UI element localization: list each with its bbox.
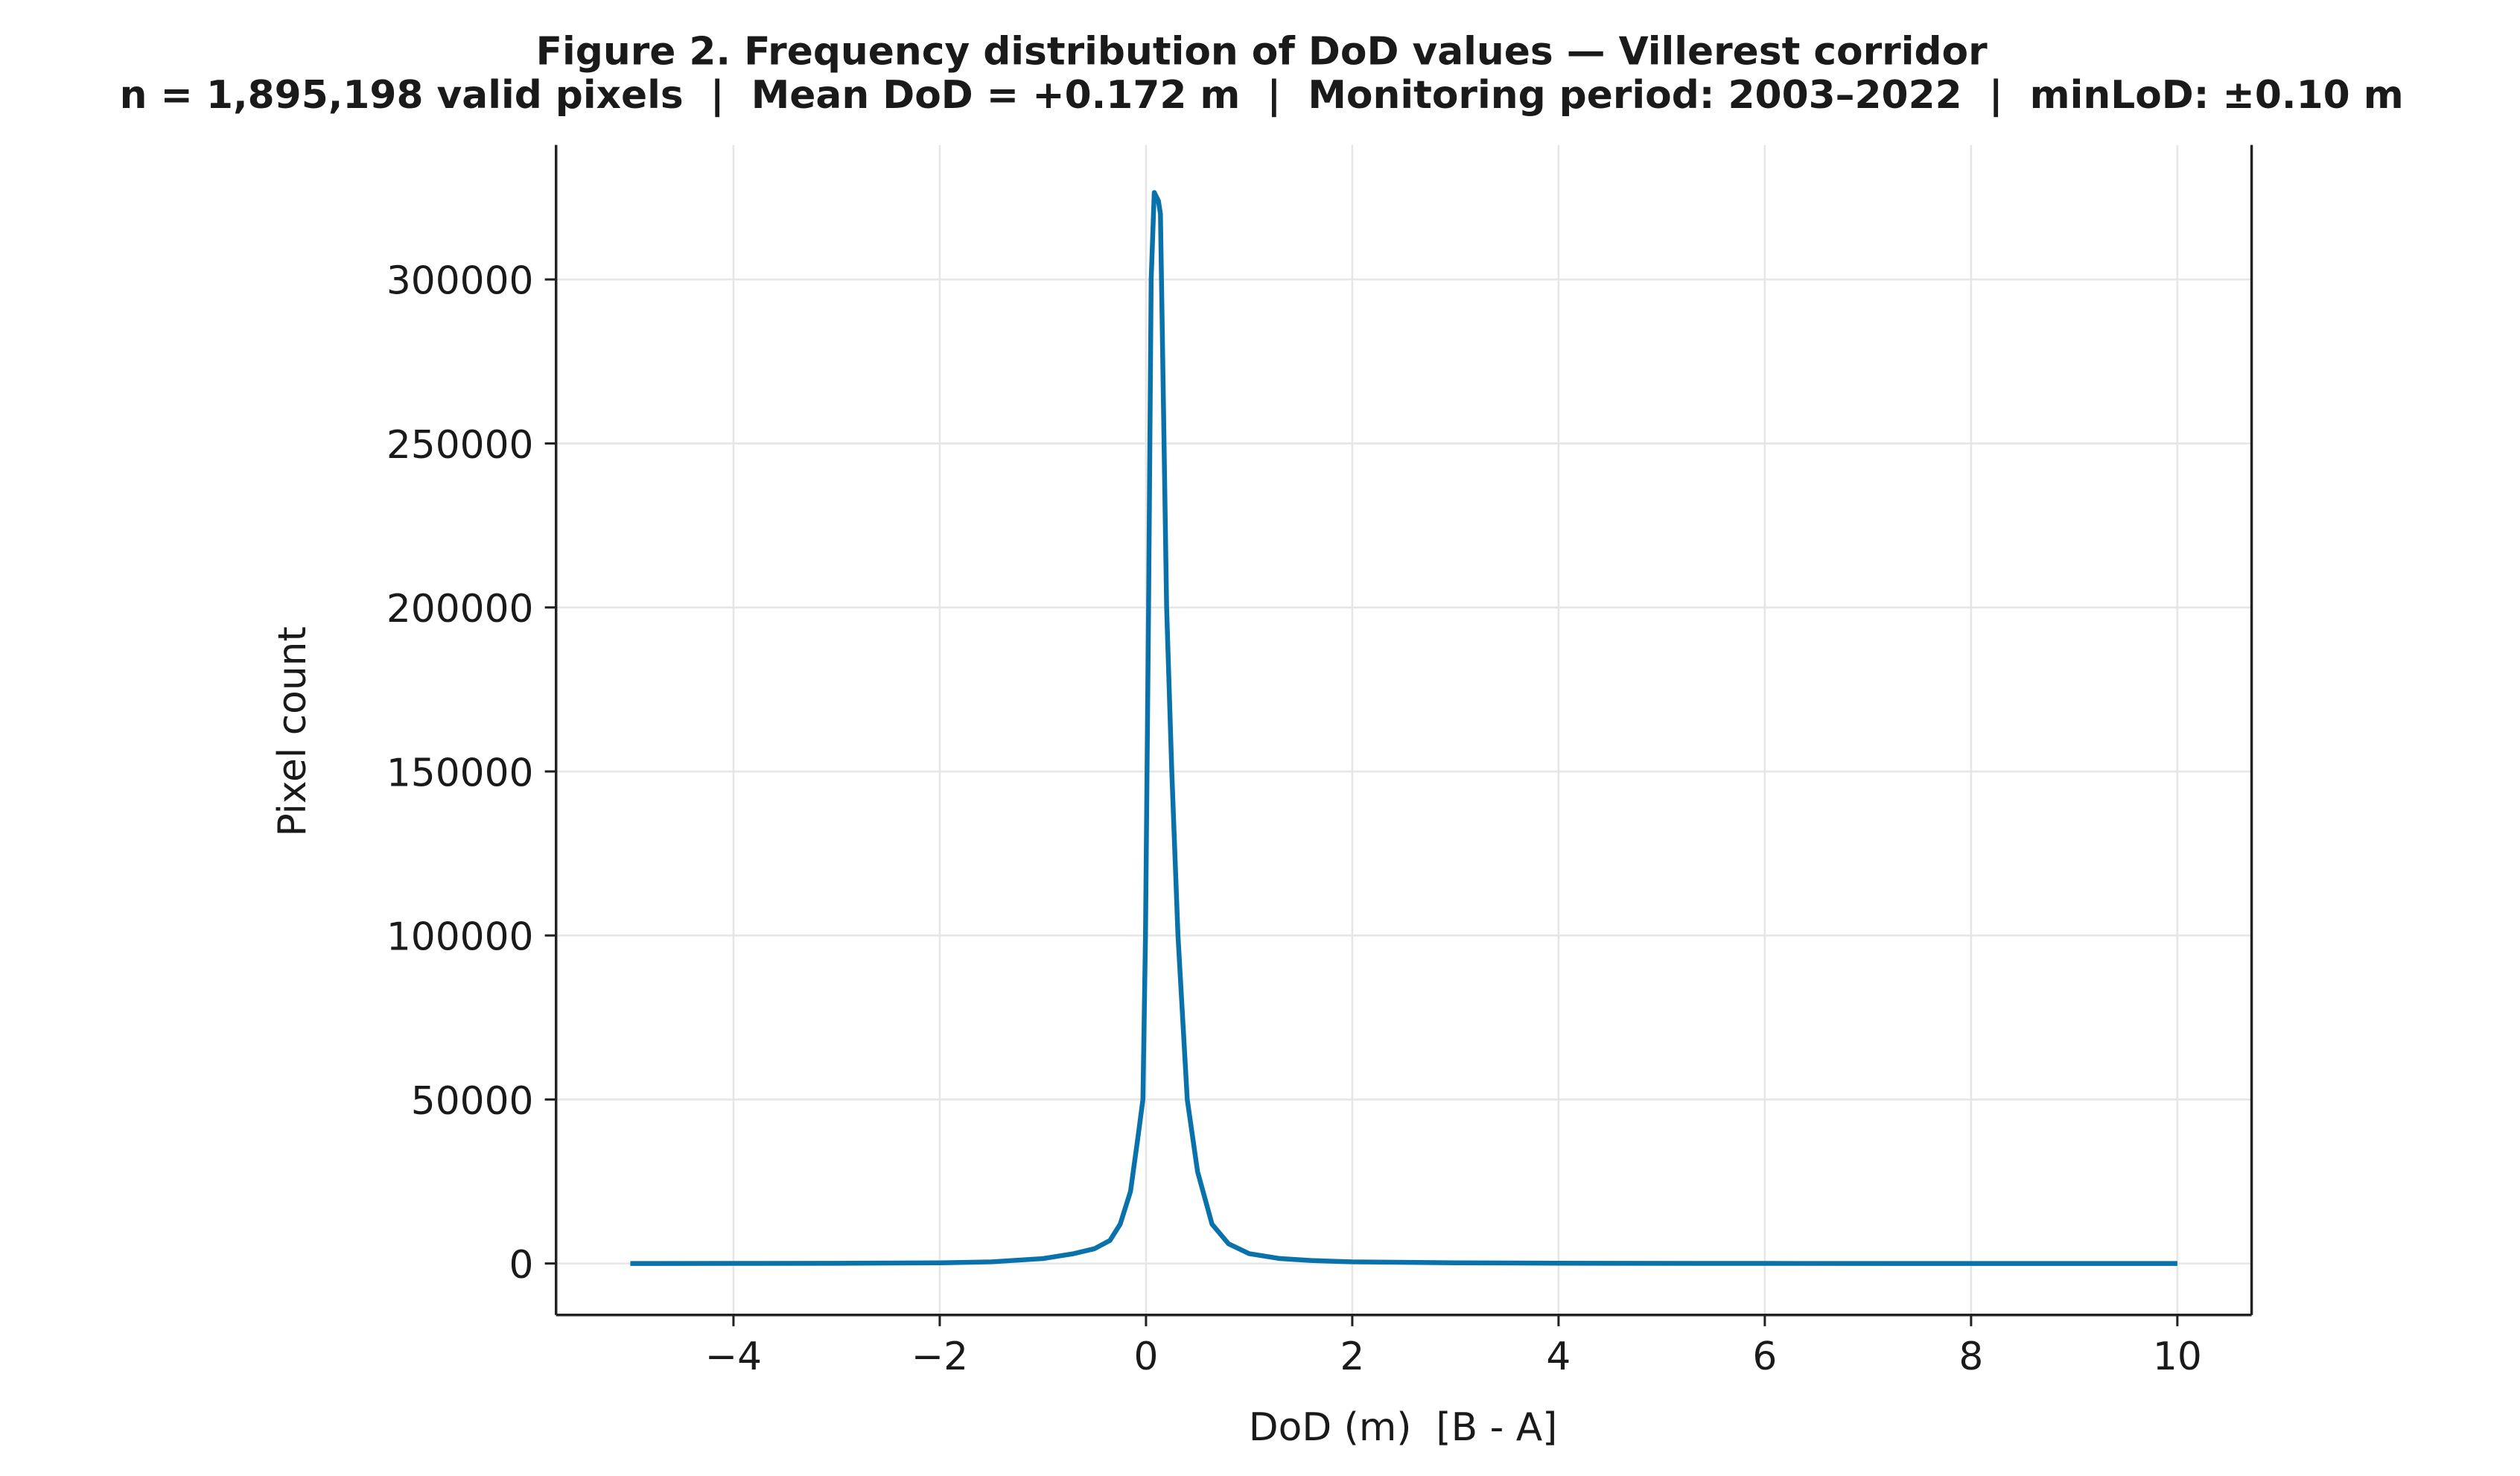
axes-spines [554, 144, 2253, 1317]
y-tick-label: 150000 [386, 751, 534, 795]
x-tick-label: 8 [1959, 1335, 1983, 1379]
y-tick-label: 50000 [411, 1079, 534, 1124]
x-tick-label: 4 [1546, 1335, 1571, 1379]
x-tick-label: 2 [1340, 1335, 1364, 1379]
x-axis-ticks: −4 −2 0 2 4 6 8 10 [705, 1314, 2202, 1379]
x-tick-label: 0 [1133, 1335, 1158, 1379]
y-tick-label: 250000 [386, 423, 534, 468]
chart-subtitle: n = 1,895,198 valid pixels | Mean DoD = … [120, 73, 2404, 118]
y-tick-label: 300000 [386, 259, 534, 304]
y-axis-ticks: 0 50000 100000 150000 200000 250000 300000 [386, 259, 556, 1288]
y-tick-label: 100000 [386, 915, 534, 960]
x-tick-label: 6 [1752, 1335, 1777, 1379]
x-axis-label: DoD (m) [B - A] [1249, 1405, 1558, 1450]
series-lines [630, 190, 2177, 1266]
y-axis-label: Pixel count [270, 626, 315, 836]
grid [556, 144, 2252, 1315]
series-line [630, 190, 2177, 1266]
y-tick-label: 0 [509, 1243, 534, 1288]
x-tick-label: 10 [2153, 1335, 2202, 1379]
x-tick-label: −4 [705, 1335, 762, 1379]
x-tick-label: −2 [911, 1335, 968, 1379]
chart-title: Figure 2. Frequency distribution of DoD … [536, 30, 1988, 74]
y-tick-label: 200000 [386, 587, 534, 632]
